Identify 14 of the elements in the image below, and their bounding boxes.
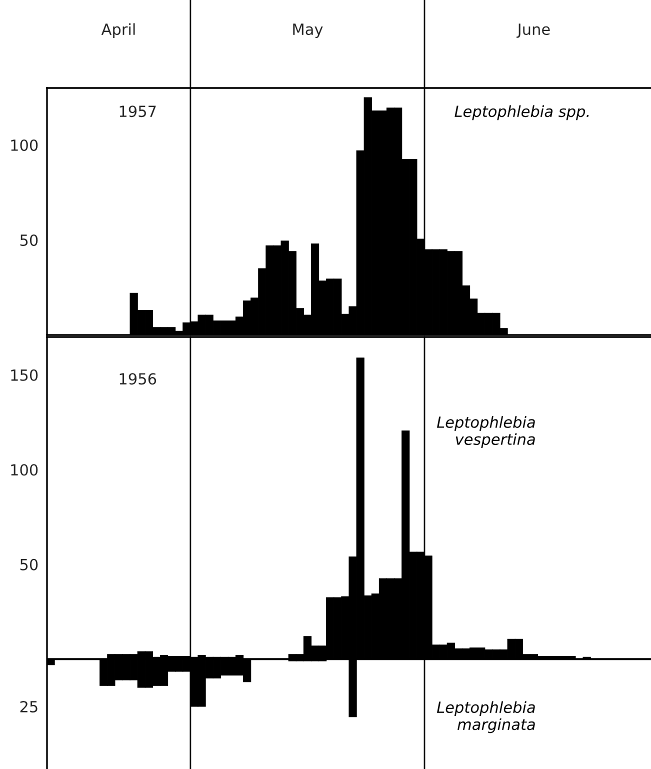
annotation: 1956	[120, 373, 156, 385]
x-tick-label: April	[101, 23, 135, 38]
annotation: 1957	[120, 106, 156, 118]
y-tick-label: 25	[20, 700, 38, 712]
x-tick-label: May	[293, 24, 323, 38]
text: Leptophlebia spp.	[454, 105, 589, 120]
y-tick-label: 50	[20, 558, 38, 570]
y-tick-label: 100	[11, 464, 38, 476]
x-tick-label: June	[516, 24, 550, 38]
series-label: Leptophlebia vespertina	[436, 416, 535, 448]
y-tick-label: 150	[11, 369, 38, 381]
text: Leptophlebia marginata	[436, 701, 535, 734]
y-tick-label: 100	[11, 139, 38, 152]
y-tick-label: 50	[20, 234, 38, 246]
